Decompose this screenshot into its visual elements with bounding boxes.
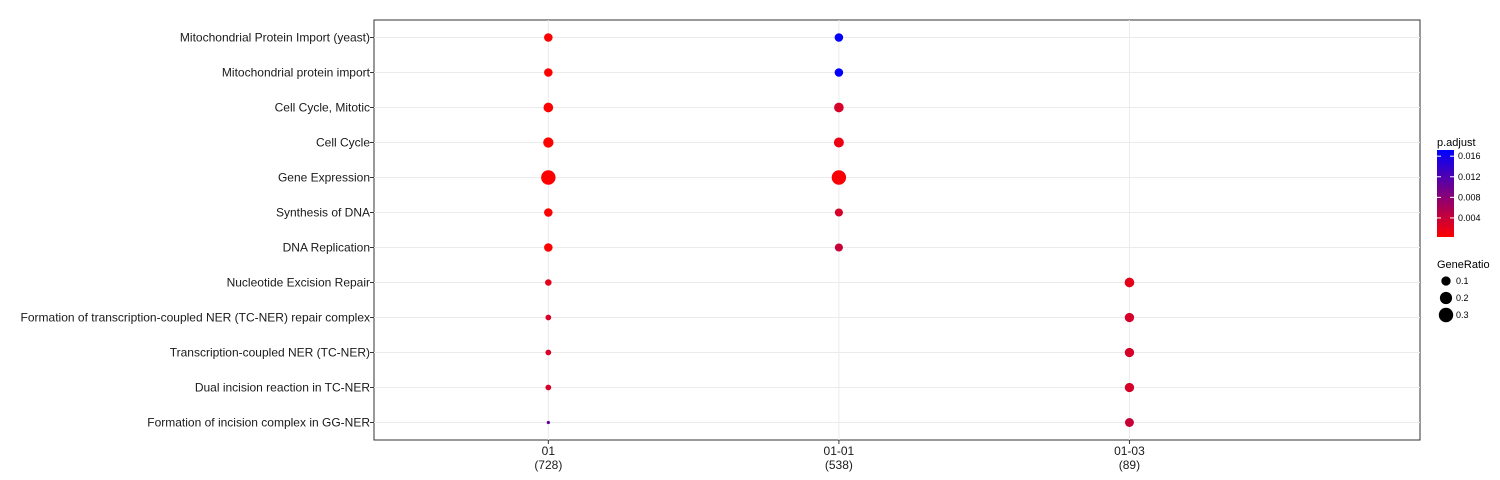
- y-tick-label: Cell Cycle, Mitotic: [275, 101, 370, 115]
- x-tick-count: (89): [1119, 458, 1140, 472]
- data-point: [834, 33, 844, 42]
- data-point: [834, 243, 843, 252]
- color-legend: p.adjust 0.016 0.012 0.008 0.004: [1437, 137, 1481, 237]
- y-tick-label: Synthesis of DNA: [276, 206, 370, 220]
- y-tick-label: Gene Expression: [278, 171, 370, 185]
- data-point: [546, 420, 550, 425]
- color-legend-label: 0.008: [1458, 192, 1481, 202]
- x-tick-count: (728): [534, 458, 562, 472]
- x-tick-count: (538): [825, 458, 853, 472]
- x-axis: 01(728) 01-01(538) 01-03(89): [534, 440, 1145, 472]
- data-point: [1124, 277, 1135, 288]
- color-legend-label: 0.012: [1458, 172, 1481, 182]
- color-legend-bar: [1437, 150, 1454, 237]
- data-point: [545, 279, 552, 286]
- color-legend-title: p.adjust: [1437, 137, 1476, 149]
- data-point: [541, 170, 556, 185]
- y-tick-label: Transcription-coupled NER (TC-NER): [170, 346, 370, 360]
- y-tick-label: Nucleotide Excision Repair: [227, 276, 370, 290]
- data-point: [544, 68, 553, 77]
- data-points: [541, 33, 1135, 427]
- size-legend-label: 0.2: [1456, 293, 1469, 303]
- data-point: [544, 33, 553, 42]
- data-point: [831, 170, 847, 185]
- size-legend-label: 0.1: [1456, 276, 1469, 286]
- data-point: [834, 208, 843, 217]
- data-point: [545, 384, 552, 391]
- data-point: [544, 208, 553, 217]
- y-tick-label: Formation of incision complex in GG-NER: [147, 416, 370, 430]
- data-point: [1124, 418, 1134, 427]
- size-legend-dot: [1439, 291, 1453, 305]
- x-tick-label: 01-01: [824, 444, 855, 458]
- plot-panel: [373, 19, 1421, 441]
- color-legend-label: 0.016: [1458, 151, 1481, 161]
- y-tick-label: Cell Cycle: [316, 136, 370, 150]
- data-point: [543, 137, 554, 148]
- size-legend-dot: [1438, 307, 1454, 323]
- data-point: [1124, 347, 1135, 358]
- data-point: [833, 137, 844, 148]
- data-point: [1124, 312, 1135, 323]
- size-legend: GeneRatio 0.1 0.2 0.3: [1437, 259, 1490, 323]
- color-legend-label: 0.004: [1458, 213, 1481, 223]
- data-point: [543, 102, 554, 113]
- data-point: [545, 314, 552, 321]
- size-legend-label: 0.3: [1456, 310, 1469, 320]
- y-tick-label: Mitochondrial protein import: [222, 66, 371, 80]
- y-tick-label: Formation of transcription-coupled NER (…: [21, 311, 370, 325]
- x-tick-label: 01: [542, 444, 556, 458]
- data-point: [834, 102, 844, 113]
- y-tick-label: Dual incision reaction in TC-NER: [195, 381, 371, 395]
- data-point: [544, 243, 553, 252]
- size-legend-dot: [1441, 276, 1451, 286]
- y-tick-label: DNA Replication: [283, 241, 370, 255]
- y-tick-label: Mitochondrial Protein Import (yeast): [180, 31, 370, 45]
- data-point: [834, 68, 844, 77]
- y-axis: Mitochondrial Protein Import (yeast) Mito…: [21, 31, 374, 430]
- x-tick-label: 01-03: [1114, 444, 1145, 458]
- data-point: [1124, 382, 1135, 393]
- size-legend-title: GeneRatio: [1437, 259, 1490, 271]
- data-point: [545, 349, 552, 356]
